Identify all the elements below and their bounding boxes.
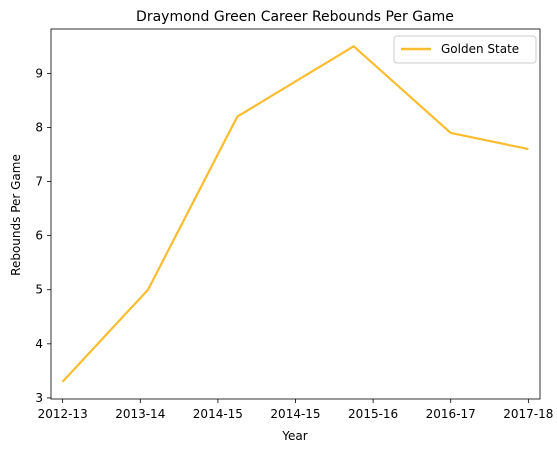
x-tick-label: 2015-16	[348, 407, 398, 421]
y-tick-label: 8	[35, 120, 43, 134]
legend-label: Golden State	[441, 42, 519, 56]
x-axis-label: Year	[281, 429, 307, 443]
y-tick-label: 7	[35, 175, 43, 189]
y-tick-label: 3	[35, 391, 43, 405]
plot-area: 2012-13 2013-14 2014-15 2014-15 2015-16 2016-…	[35, 28, 553, 421]
y-axis-label: Rebounds Per Game	[9, 154, 23, 276]
x-tick-label: 2014-15	[270, 407, 320, 421]
x-tick-label: 2012-13	[38, 407, 88, 421]
legend: Golden State	[393, 35, 537, 64]
x-tick-label: 2017-18	[503, 407, 553, 421]
y-tick-label: 6	[35, 229, 43, 243]
x-tick-label: 2016-17	[426, 407, 476, 421]
legend-box	[393, 35, 537, 64]
series-line-0	[61, 45, 529, 383]
x-tick-label: 2014-15	[193, 407, 243, 421]
chart-title: Draymond Green Career Rebounds Per Game	[136, 9, 454, 25]
y-tick-label: 9	[35, 66, 43, 80]
y-tick-label: 4	[35, 337, 43, 351]
x-tick-label: 2013-14	[115, 407, 165, 421]
y-tick-label: 5	[35, 283, 43, 297]
